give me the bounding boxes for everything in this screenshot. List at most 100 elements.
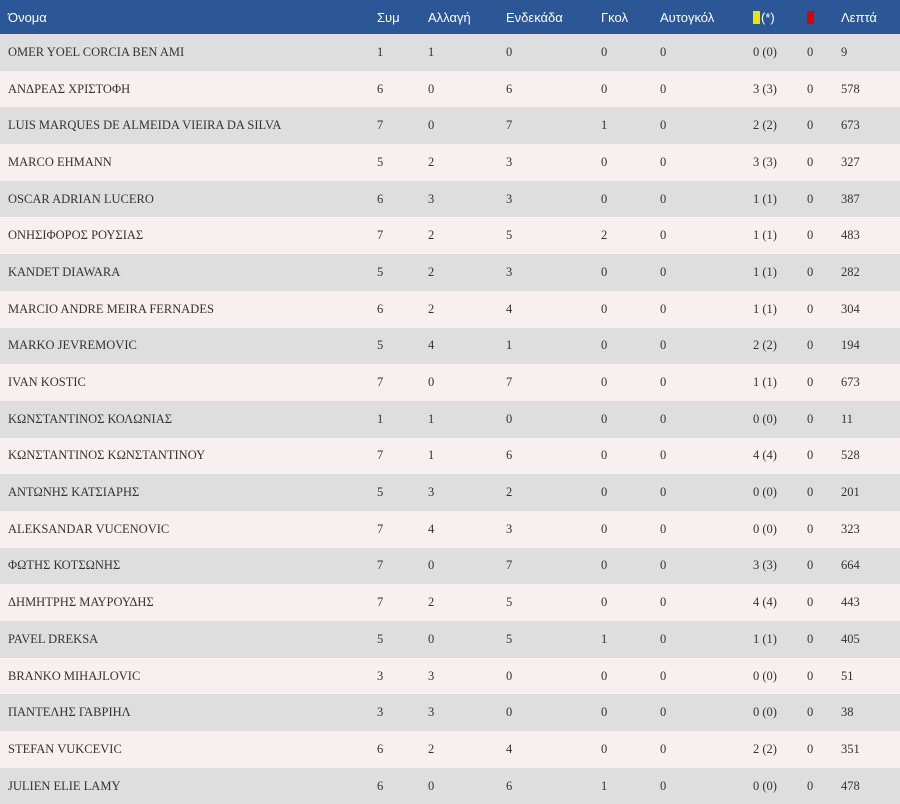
cell-name[interactable]: ΑΝΤΩΝΗΣ ΚΑΤΣΙΑΡΗΣ — [8, 485, 140, 500]
table-row[interactable]: ΔΗΜΗΤΡΗΣ ΜΑΥΡΟΥΔΗΣ 7 2 5 0 0 4 (4) 0 443 — [0, 584, 900, 621]
cell-name[interactable]: PAVEL DREKSA — [8, 631, 99, 646]
cell-apps: 5 — [377, 154, 384, 169]
cell-subs: 2 — [428, 154, 435, 169]
table-row[interactable]: MARKO JEVREMOVIC 5 4 1 0 0 2 (2) 0 194 — [0, 327, 900, 365]
header-goals[interactable]: Γκολ — [601, 9, 628, 25]
table-row[interactable]: ΑΝΔΡΕΑΣ ΧΡΙΣΤΟΦΗ 6 0 6 0 0 3 (3) 0 578 — [0, 70, 900, 108]
cell-red: 0 — [807, 448, 814, 463]
cell-minutes: 387 — [841, 191, 860, 206]
table-row[interactable]: MARCIO ANDRE MEIRA FERNADES 6 2 4 0 0 1 (1) 0 30… — [0, 290, 900, 328]
cell-minutes: 578 — [841, 81, 860, 96]
cell-own-goals: 0 — [660, 558, 667, 573]
cell-apps: 6 — [377, 778, 384, 793]
cell-red: 0 — [807, 191, 814, 206]
cell-name[interactable]: ΑΝΔΡΕΑΣ ΧΡΙΣΤΟΦΗ — [8, 81, 131, 96]
header-subs[interactable]: Αλλαγή — [428, 9, 471, 25]
cell-own-goals: 0 — [660, 191, 667, 206]
table-row[interactable]: ΚΩΝΣΤΑΝΤΙΝΟΣ ΚΩΝΣΤΑΝΤΙΝΟΥ 7 1 6 0 0 4 (4) 0 528 — [0, 437, 900, 475]
header-own-goals[interactable]: Αυτογκόλ — [660, 9, 715, 25]
cell-starts: 6 — [506, 778, 513, 793]
cell-name[interactable]: IVAN KOSTIC — [8, 375, 86, 390]
cell-own-goals: 0 — [660, 118, 667, 133]
cell-starts: 3 — [506, 154, 513, 169]
cell-goals: 0 — [601, 705, 608, 720]
cell-yellow: 1 (1) — [753, 228, 777, 243]
cell-name[interactable]: OMER YOEL CORCIA BEN AMI — [8, 44, 185, 59]
cell-name[interactable]: ΔΗΜΗΤΡΗΣ ΜΑΥΡΟΥΔΗΣ — [8, 595, 154, 610]
table-row[interactable]: ΦΩΤΗΣ ΚΟΤΣΩΝΗΣ 7 0 7 0 0 3 (3) 0 664 — [0, 547, 900, 585]
cell-red: 0 — [807, 301, 814, 316]
header-red-cards[interactable] — [807, 0, 841, 34]
cell-name[interactable]: ALEKSANDAR VUCENOVIC — [8, 521, 170, 536]
cell-name[interactable]: JULIEN ELIE LAMY — [8, 778, 121, 793]
table-row[interactable]: IVAN KOSTIC 7 0 7 0 0 1 (1) 0 673 — [0, 364, 900, 401]
cell-minutes: 323 — [841, 521, 860, 536]
header-apps[interactable]: Συμ — [377, 9, 400, 25]
cell-yellow: 1 (1) — [753, 264, 777, 279]
table-row[interactable]: JULIEN ELIE LAMY 6 0 6 1 0 0 (0) 0 478 — [0, 767, 900, 804]
header-row: Όνομα Συμ Αλλαγή Ενδεκάδα Γκολ Αυτογκόλ … — [0, 0, 900, 34]
table-row[interactable]: ALEKSANDAR VUCENOVIC 7 4 3 0 0 0 (0) 0 323 — [0, 510, 900, 548]
cell-goals: 0 — [601, 741, 608, 756]
cell-apps: 6 — [377, 301, 384, 316]
cell-goals: 1 — [601, 778, 608, 793]
cell-apps: 7 — [377, 595, 384, 610]
table-row[interactable]: STEFAN VUKCEVIC 6 2 4 0 0 2 (2) 0 351 — [0, 731, 900, 768]
cell-own-goals: 0 — [660, 228, 667, 243]
header-minutes[interactable]: Λεπτά — [841, 9, 877, 25]
cell-name[interactable]: ΟΝΗΣΙΦΟΡΟΣ ΡΟΥΣΙΑΣ — [8, 228, 144, 243]
cell-goals: 0 — [601, 595, 608, 610]
cell-name[interactable]: OSCAR ADRIAN LUCERO — [8, 191, 154, 206]
cell-subs: 3 — [428, 191, 435, 206]
cell-name[interactable]: LUIS MARQUES DE ALMEIDA VIEIRA DA SILVA — [8, 118, 282, 133]
cell-name[interactable]: MARCIO ANDRE MEIRA FERNADES — [8, 301, 214, 316]
cell-minutes: 282 — [841, 264, 860, 279]
table-row[interactable]: ΠΑΝΤΕΛΗΣ ΓΑΒΡΙΗΛ 3 3 0 0 0 0 (0) 0 38 — [0, 694, 900, 732]
table-row[interactable]: ΟΝΗΣΙΦΟΡΟΣ ΡΟΥΣΙΑΣ 7 2 5 2 0 1 (1) 0 483 — [0, 217, 900, 255]
cell-subs: 0 — [428, 118, 435, 133]
cell-subs: 1 — [428, 448, 435, 463]
cell-apps: 7 — [377, 375, 384, 390]
cell-minutes: 673 — [841, 375, 860, 390]
cell-starts: 6 — [506, 448, 513, 463]
cell-own-goals: 0 — [660, 595, 667, 610]
table-row[interactable]: OMER YOEL CORCIA BEN AMI 1 1 0 0 0 0 (0) 0 9 — [0, 34, 900, 71]
cell-minutes: 201 — [841, 485, 860, 500]
table-row[interactable]: BRANKO MIHAJLOVIC 3 3 0 0 0 0 (0) 0 51 — [0, 657, 900, 695]
cell-name[interactable]: STEFAN VUKCEVIC — [8, 741, 122, 756]
cell-goals: 0 — [601, 521, 608, 536]
table-row[interactable]: KANDET DIAWARA 5 2 3 0 0 1 (1) 0 282 — [0, 254, 900, 291]
cell-apps: 7 — [377, 558, 384, 573]
cell-subs: 2 — [428, 595, 435, 610]
cell-own-goals: 0 — [660, 44, 667, 59]
cell-name[interactable]: KANDET DIAWARA — [8, 264, 121, 279]
cell-yellow: 0 (0) — [753, 778, 777, 793]
cell-starts: 3 — [506, 264, 513, 279]
cell-goals: 1 — [601, 118, 608, 133]
cell-starts: 0 — [506, 705, 513, 720]
table-row[interactable]: LUIS MARQUES DE ALMEIDA VIEIRA DA SILVA 7… — [0, 107, 900, 145]
header-starts[interactable]: Ενδεκάδα — [506, 9, 563, 25]
cell-name[interactable]: ΚΩΝΣΤΑΝΤΙΝΟΣ ΚΩΝΣΤΑΝΤΙΝΟΥ — [8, 448, 206, 463]
cell-goals: 0 — [601, 154, 608, 169]
header-name[interactable]: Όνομα — [8, 9, 47, 25]
cell-name[interactable]: ΠΑΝΤΕΛΗΣ ΓΑΒΡΙΗΛ — [8, 705, 131, 720]
cell-yellow: 2 (2) — [753, 741, 777, 756]
cell-red: 0 — [807, 264, 814, 279]
table-row[interactable]: ΑΝΤΩΝΗΣ ΚΑΤΣΙΑΡΗΣ 5 3 2 0 0 0 (0) 0 201 — [0, 474, 900, 511]
cell-name[interactable]: MARKO JEVREMOVIC — [8, 338, 137, 353]
cell-red: 0 — [807, 778, 814, 793]
cell-yellow: 1 (1) — [753, 375, 777, 390]
table-header: Όνομα Συμ Αλλαγή Ενδεκάδα Γκολ Αυτογκόλ … — [0, 0, 900, 34]
table-row[interactable]: OSCAR ADRIAN LUCERO 6 3 3 0 0 1 (1) 0 387 — [0, 180, 900, 218]
cell-name[interactable]: ΚΩΝΣΤΑΝΤΙΝΟΣ ΚΟΛΩΝΙΑΣ — [8, 411, 173, 426]
table-row[interactable]: ΚΩΝΣΤΑΝΤΙΝΟΣ ΚΟΛΩΝΙΑΣ 1 1 0 0 0 0 (0) 0 11 — [0, 400, 900, 438]
cell-name[interactable]: MARCO EHMANN — [8, 154, 112, 169]
cell-name[interactable]: ΦΩΤΗΣ ΚΟΤΣΩΝΗΣ — [8, 558, 121, 573]
cell-red: 0 — [807, 411, 814, 426]
cell-red: 0 — [807, 81, 814, 96]
table-row[interactable]: PAVEL DREKSA 5 0 5 1 0 1 (1) 0 405 — [0, 621, 900, 658]
table-row[interactable]: MARCO EHMANN 5 2 3 0 0 3 (3) 0 327 — [0, 144, 900, 181]
cell-name[interactable]: BRANKO MIHAJLOVIC — [8, 668, 141, 683]
header-yellow-cards[interactable]: (*) — [753, 0, 807, 34]
